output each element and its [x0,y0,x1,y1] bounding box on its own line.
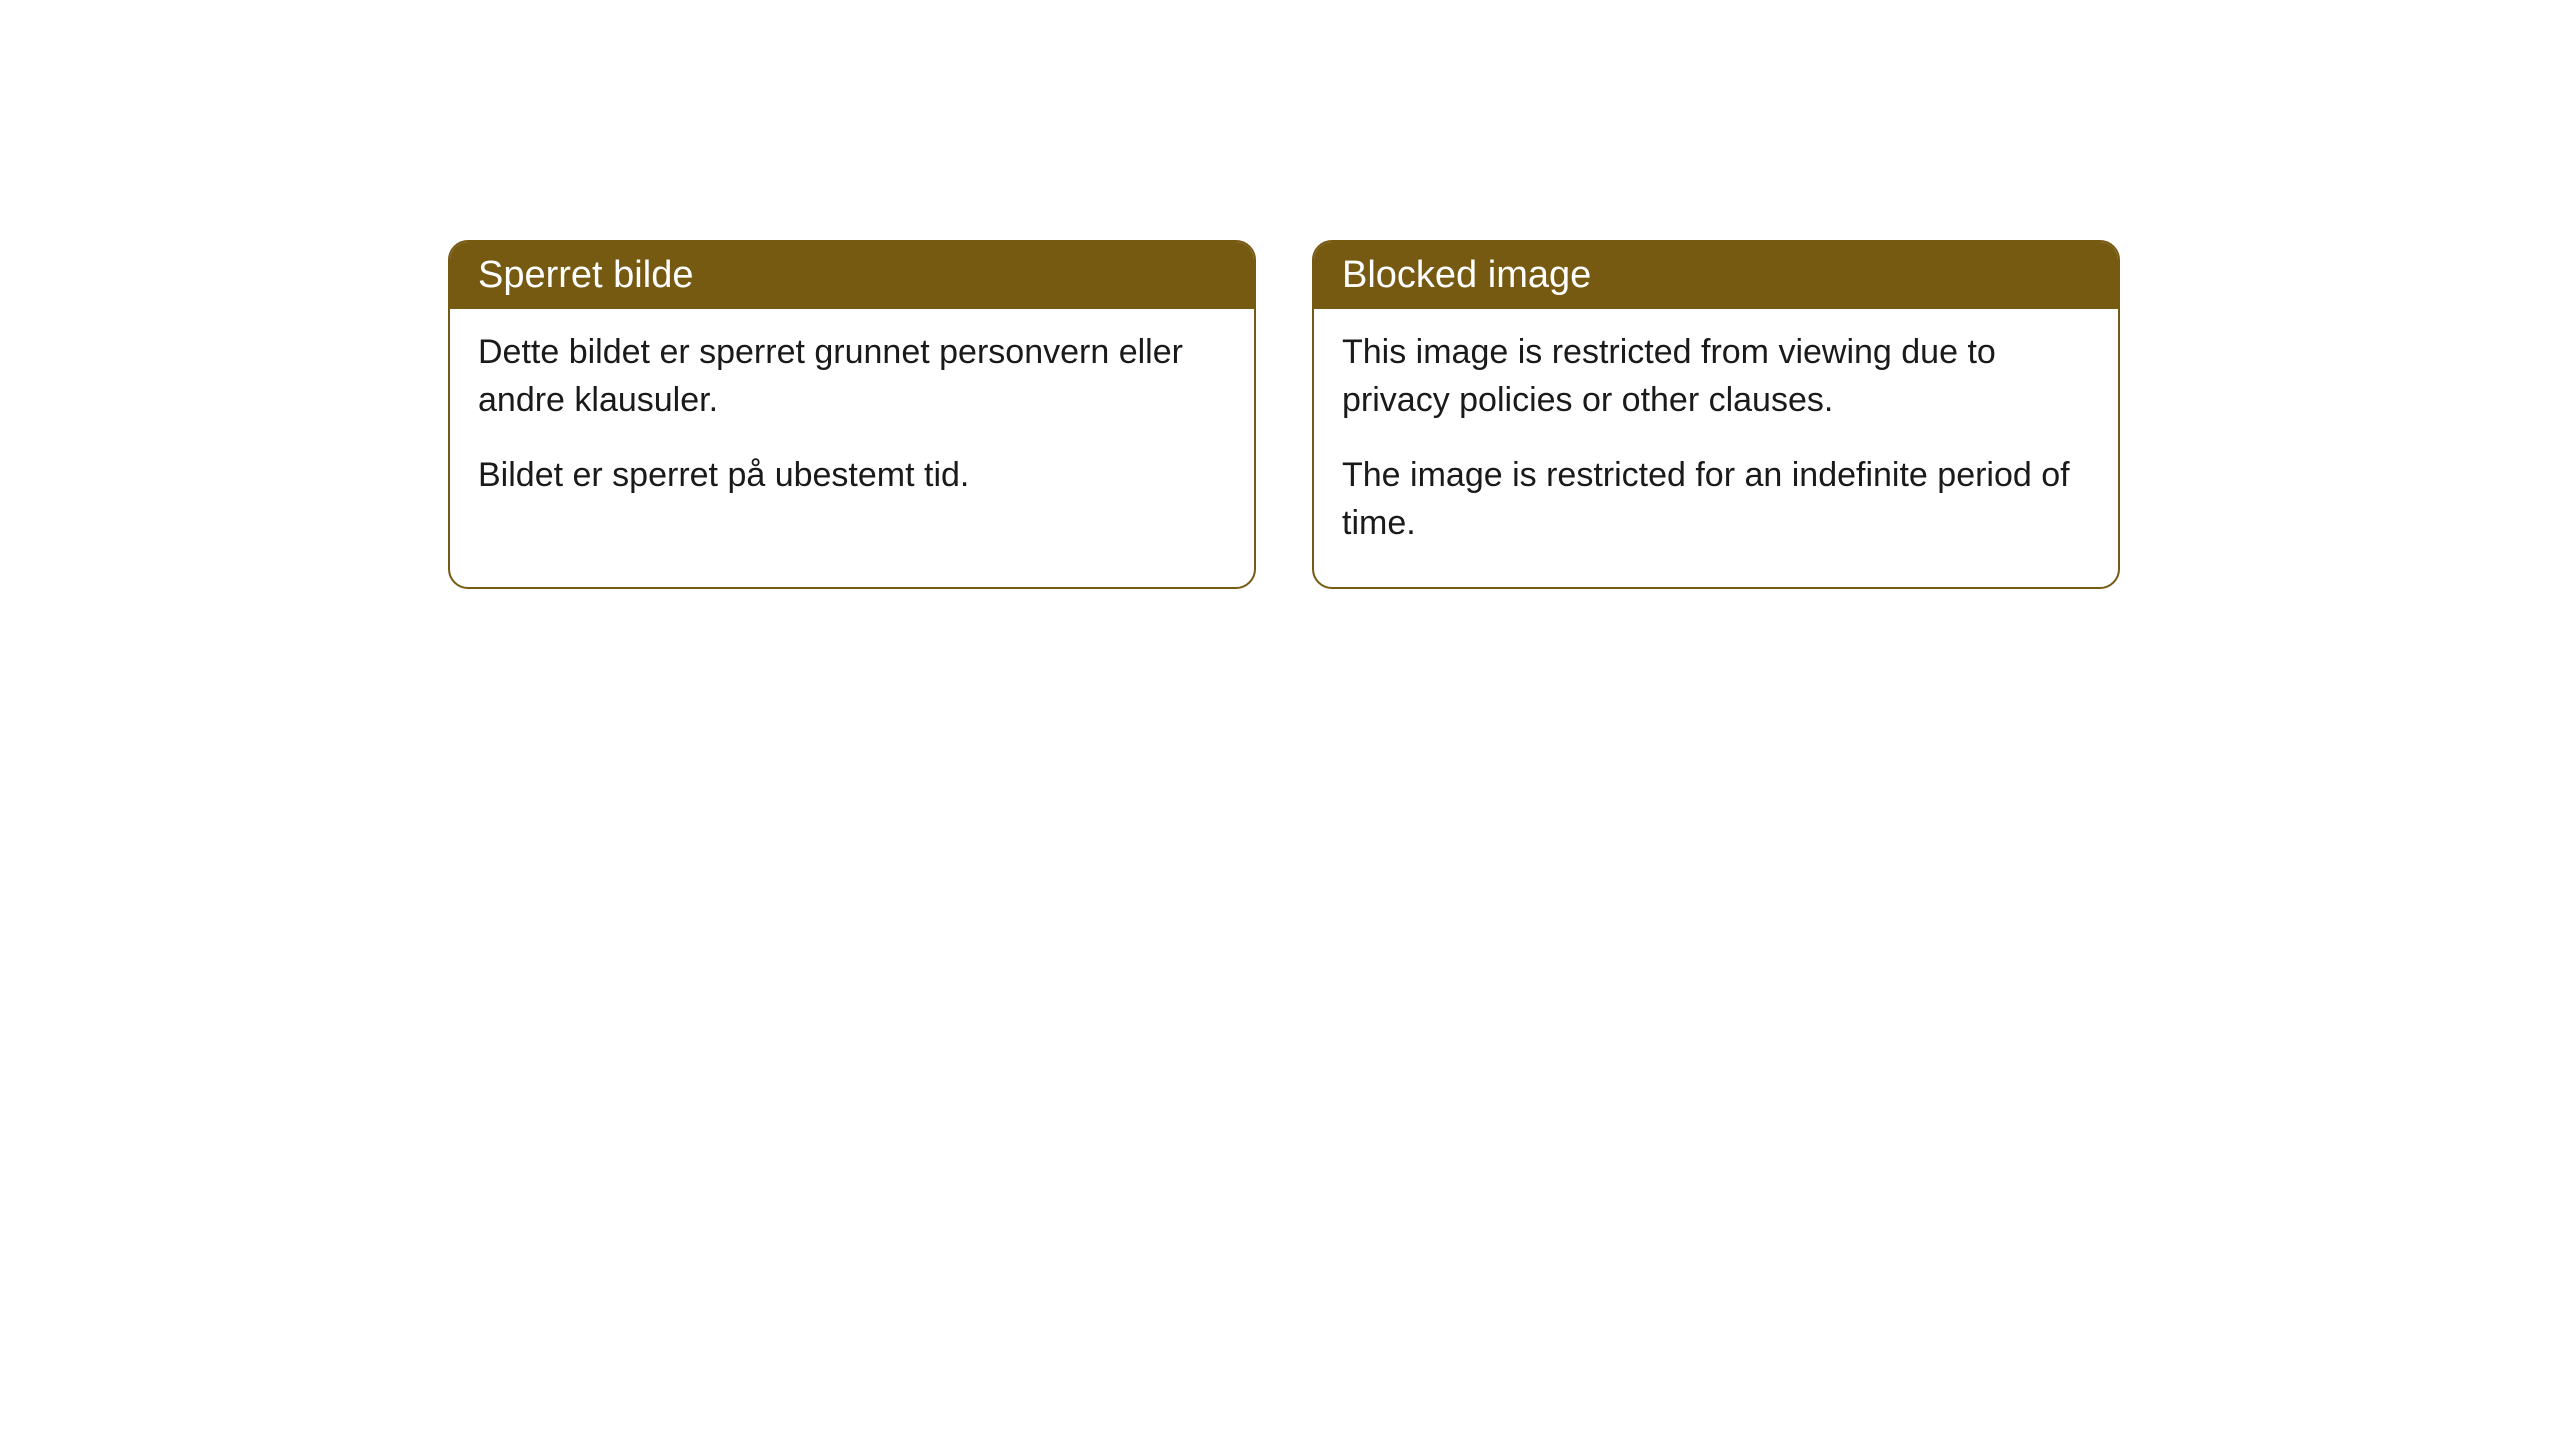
notice-title: Sperret bilde [478,254,693,296]
notice-paragraph: This image is restricted from viewing du… [1342,329,2090,424]
notice-header-norwegian: Sperret bilde [450,242,1254,309]
notice-container: Sperret bilde Dette bildet er sperret gr… [448,240,2120,589]
notice-header-english: Blocked image [1314,242,2118,309]
notice-card-norwegian: Sperret bilde Dette bildet er sperret gr… [448,240,1256,589]
notice-card-english: Blocked image This image is restricted f… [1312,240,2120,589]
notice-body-english: This image is restricted from viewing du… [1314,309,2118,587]
notice-paragraph: Bildet er sperret på ubestemt tid. [478,452,1226,500]
notice-paragraph: The image is restricted for an indefinit… [1342,452,2090,547]
notice-title: Blocked image [1342,254,1591,296]
notice-paragraph: Dette bildet er sperret grunnet personve… [478,329,1226,424]
notice-body-norwegian: Dette bildet er sperret grunnet personve… [450,309,1254,540]
